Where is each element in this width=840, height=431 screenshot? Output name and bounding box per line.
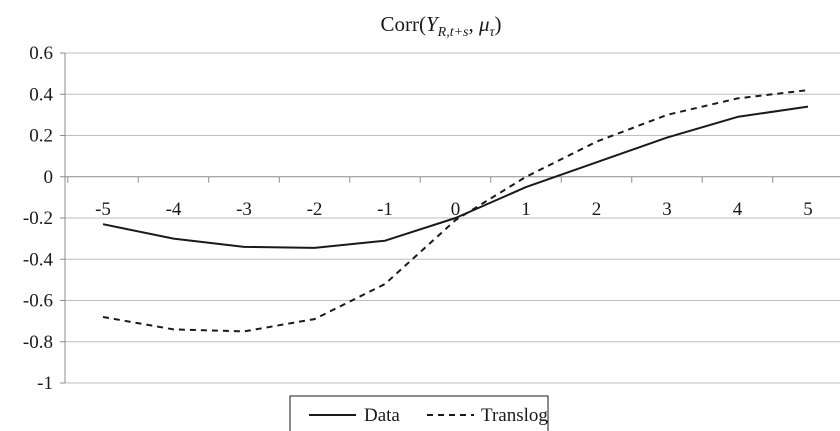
title-var: Y — [426, 12, 440, 36]
y-tick-label: -0.4 — [23, 249, 54, 270]
axes — [60, 52, 840, 384]
x-tick-label: 1 — [521, 199, 531, 220]
legend-box — [289, 395, 549, 431]
x-tick-label: -1 — [377, 199, 393, 220]
y-tick-label: -0.2 — [23, 208, 53, 229]
title-var-sub: R,t+s — [437, 25, 469, 40]
x-tick-label: 5 — [803, 199, 813, 220]
x-tick-label: 2 — [592, 199, 602, 220]
legend: Data Translog — [289, 395, 549, 431]
y-tick-label: 0.2 — [29, 126, 53, 147]
y-tick-label: 0.4 — [29, 84, 53, 105]
x-tick-label: 4 — [733, 199, 743, 220]
y-tick-label: 0 — [44, 167, 54, 188]
y-tick-label: -1 — [37, 373, 53, 394]
title-prefix: Corr( — [380, 12, 426, 36]
title-suffix: ) — [495, 12, 502, 36]
x-tick-label: 0 — [451, 199, 461, 220]
x-tick-label: -2 — [307, 199, 323, 220]
series-line-translog — [102, 89, 809, 333]
legend-label-data: Data — [364, 405, 400, 426]
legend-label-translog: Translog — [481, 405, 548, 426]
y-tick-label: -0.8 — [23, 332, 53, 353]
x-tick-label: 3 — [662, 199, 672, 220]
y-tick-label: -0.6 — [23, 291, 53, 312]
chart-title: Corr(YR,t+s, μτ) — [380, 12, 501, 40]
x-tick-label: -3 — [236, 199, 252, 220]
title-sep: , — [468, 12, 479, 36]
title-var2-sub: τ — [490, 25, 496, 40]
title-var2: μ — [478, 12, 490, 36]
x-tick-label: -4 — [166, 199, 182, 220]
x-tick-labels: -5 -4 -3 -2 -1 0 1 2 3 4 5 — [95, 199, 813, 220]
series-line-data — [102, 105, 809, 249]
series-lines — [102, 89, 809, 333]
y-tick-label: 0.6 — [29, 43, 53, 64]
y-tick-labels: 0.6 0.4 0.2 0 -0.2 -0.4 -0.6 -0.8 -1 — [23, 43, 54, 394]
x-tick-label: -5 — [95, 199, 111, 220]
